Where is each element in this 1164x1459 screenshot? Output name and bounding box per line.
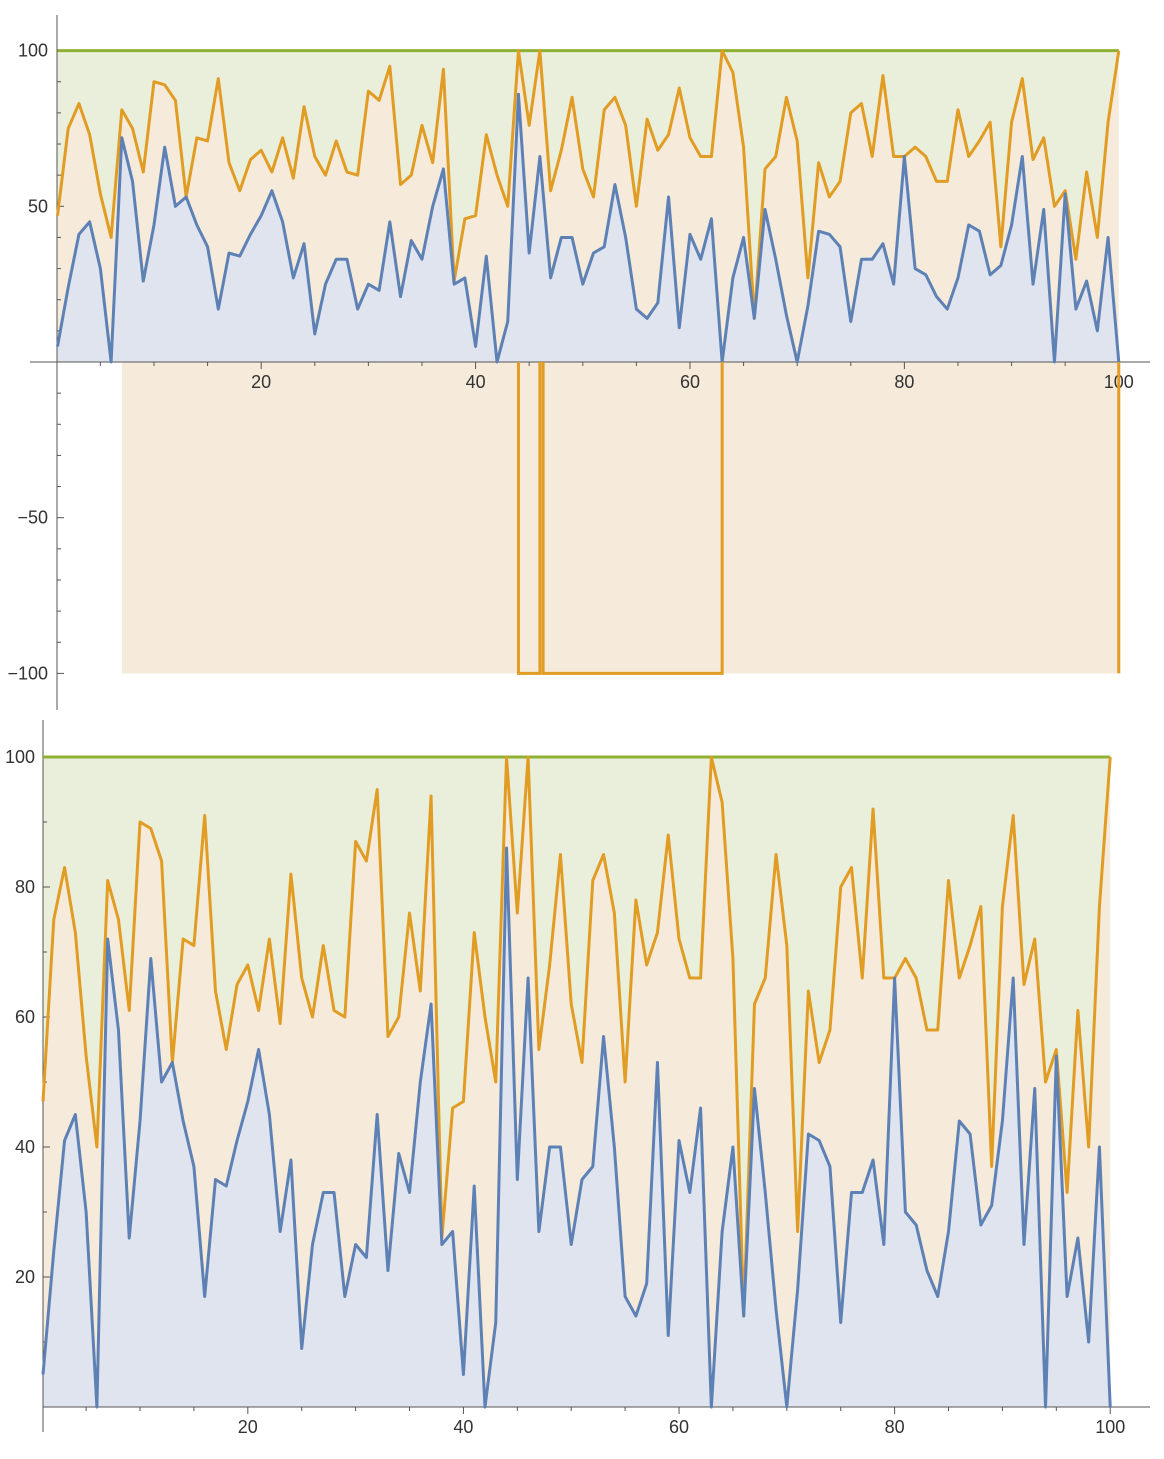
x-tick-label: 20: [238, 1417, 258, 1437]
x-tick-label: 80: [894, 372, 914, 392]
bottom-area-chart: 20 40 60 80 100 20 40 60 80 100: [5, 720, 1150, 1437]
series-3-area: [43, 757, 1111, 1316]
x-tick-label: 40: [453, 1417, 473, 1437]
x-tick-label: 60: [680, 372, 700, 392]
series-2-line: [56, 49, 1121, 320]
series-3-area: [57, 50, 1119, 319]
series-1-area: [57, 94, 1119, 362]
y-tick-label: −100: [7, 663, 48, 683]
y-tick-label: 20: [15, 1267, 35, 1287]
y-tick-label: 50: [28, 196, 48, 216]
series-2-area: [57, 50, 1119, 362]
series-1-line: [41, 846, 1112, 1409]
x-tick-label: 60: [669, 1417, 689, 1437]
series-2-drop-line: [516, 362, 542, 675]
y-tick-label: 80: [15, 877, 35, 897]
x-tick-label: 20: [251, 372, 271, 392]
x-tick-label: 100: [1095, 1417, 1125, 1437]
series-2-drop-line: [541, 362, 724, 675]
top-area-chart: 2040608010010050−50−100: [7, 15, 1150, 710]
y-tick-label: 100: [18, 41, 48, 61]
series-1-area: [43, 848, 1111, 1407]
series-2-negative-fill: [121, 362, 1119, 674]
y-tick-label: 40: [15, 1137, 35, 1157]
series-2-line: [41, 755, 1112, 1318]
x-tick-label: 40: [466, 372, 486, 392]
series-1-line: [56, 92, 1121, 364]
y-tick-label: 100: [5, 747, 35, 767]
y-tick-label: 60: [15, 1007, 35, 1027]
series-2-area: [43, 757, 1111, 1407]
x-tick-label: 80: [885, 1417, 905, 1437]
y-tick-label: −50: [17, 508, 48, 528]
